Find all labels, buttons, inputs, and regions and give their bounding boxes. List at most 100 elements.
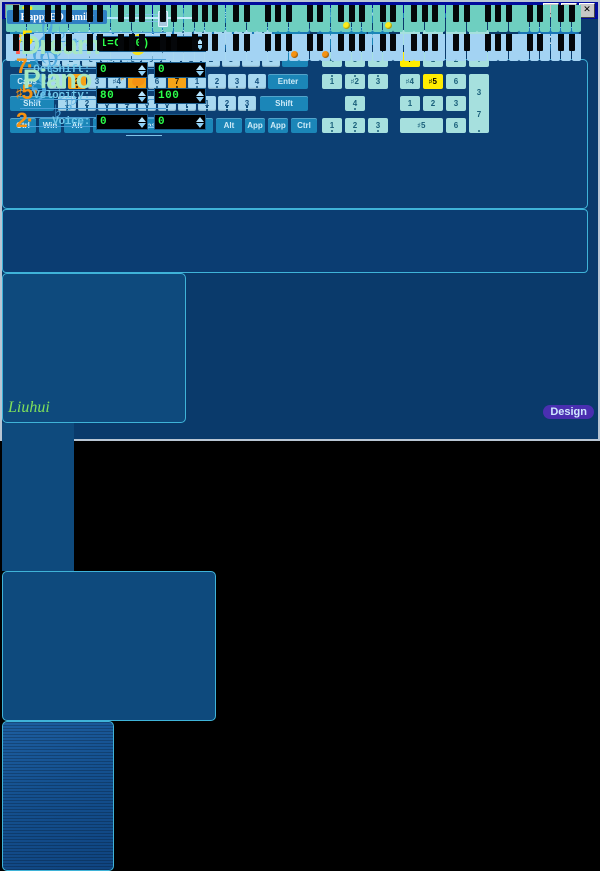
piano-black-key[interactable] xyxy=(233,5,240,22)
key-5[interactable]: ♯5 xyxy=(423,74,443,89)
piano-black-key[interactable] xyxy=(160,5,167,22)
piano-white-key[interactable] xyxy=(246,34,257,61)
piano-white-key[interactable] xyxy=(435,34,446,61)
piano-white-key[interactable] xyxy=(498,34,509,61)
piano-black-key[interactable] xyxy=(390,34,397,51)
piano-white-key[interactable] xyxy=(561,34,571,61)
piano-black-key[interactable] xyxy=(421,5,428,22)
key-6[interactable]: 6 xyxy=(446,74,466,89)
piano-black-key[interactable] xyxy=(160,34,167,51)
key-App[interactable]: App xyxy=(245,118,265,133)
piano-white-key[interactable] xyxy=(288,5,299,32)
piano-white-key[interactable] xyxy=(79,34,90,61)
piano-white-key[interactable] xyxy=(330,5,341,32)
piano-black-key[interactable] xyxy=(243,5,250,22)
piano-black-key[interactable] xyxy=(139,5,146,22)
key-Ctrl[interactable]: Ctrl xyxy=(291,118,317,133)
key-3[interactable]: 3 xyxy=(238,96,256,111)
octshift-right-stepper[interactable] xyxy=(196,64,204,76)
piano-white-key[interactable] xyxy=(519,34,530,61)
piano-white-key[interactable] xyxy=(26,34,37,61)
piano-white-key[interactable] xyxy=(383,5,393,32)
piano-white-key[interactable] xyxy=(393,34,404,61)
key-App[interactable]: App xyxy=(268,118,288,133)
key-4[interactable]: 4 xyxy=(345,96,365,111)
piano-black-key[interactable] xyxy=(348,5,355,22)
piano-black-key[interactable] xyxy=(201,34,208,51)
piano-white-key[interactable] xyxy=(267,5,278,32)
piano-white-key[interactable] xyxy=(477,5,488,32)
piano-black-key[interactable] xyxy=(505,5,512,22)
piano-white-key[interactable] xyxy=(403,5,414,32)
piano-white-key[interactable] xyxy=(299,5,310,32)
piano-white-key[interactable] xyxy=(372,34,383,61)
voice-right-stepper[interactable] xyxy=(196,116,204,128)
piano-white-key[interactable] xyxy=(6,34,16,61)
piano-black-key[interactable] xyxy=(306,34,313,51)
piano-black-key[interactable] xyxy=(23,34,30,51)
piano-black-key[interactable] xyxy=(139,34,146,51)
piano-white-key[interactable] xyxy=(236,5,247,32)
key-7[interactable]: 7 xyxy=(469,96,489,133)
piano-black-key[interactable] xyxy=(463,5,470,22)
piano-white-key[interactable] xyxy=(341,5,351,32)
voice-left-stepper[interactable] xyxy=(138,116,146,128)
piano-white-key[interactable] xyxy=(529,34,540,61)
piano-black-key[interactable] xyxy=(44,5,51,22)
key-2[interactable]: 2 xyxy=(218,96,236,111)
key-6[interactable]: 6 xyxy=(446,118,466,133)
piano-black-key[interactable] xyxy=(65,5,72,22)
velocity-right-stepper[interactable] xyxy=(196,90,204,102)
key-field[interactable]: 1=C (0) xyxy=(96,36,206,52)
key-Alt[interactable]: Alt xyxy=(64,118,90,133)
piano-black-key[interactable] xyxy=(380,34,387,51)
key-stepper[interactable] xyxy=(196,38,204,50)
piano-white-key[interactable] xyxy=(267,34,278,61)
piano-black-key[interactable] xyxy=(23,5,30,22)
piano-white-key[interactable] xyxy=(477,34,488,61)
piano-white-key[interactable] xyxy=(456,5,467,32)
piano-black-key[interactable] xyxy=(495,5,502,22)
piano-white-key[interactable] xyxy=(498,5,509,32)
piano-black-key[interactable] xyxy=(568,5,575,22)
piano-black-key[interactable] xyxy=(55,34,62,51)
piano-white-key[interactable] xyxy=(215,34,226,61)
key-1[interactable]: 1 xyxy=(322,74,342,89)
piano-black-key[interactable] xyxy=(432,5,439,22)
piano-white-key[interactable] xyxy=(16,34,27,61)
piano-black-key[interactable] xyxy=(484,5,491,22)
piano-white-key[interactable] xyxy=(299,34,310,61)
key-5[interactable]: ♯5 xyxy=(400,118,443,133)
piano-white-key[interactable] xyxy=(320,34,331,61)
key-2[interactable]: 2 xyxy=(208,74,226,89)
piano-white-key[interactable] xyxy=(362,5,372,32)
volume-slider[interactable] xyxy=(96,11,196,27)
piano-white-key[interactable] xyxy=(414,34,425,61)
piano-white-key[interactable] xyxy=(278,5,289,32)
piano-black-key[interactable] xyxy=(97,5,104,22)
piano-white-key[interactable] xyxy=(571,34,582,61)
piano-white-key[interactable] xyxy=(194,5,205,32)
key-3[interactable]: 3 xyxy=(228,74,246,89)
piano-black-key[interactable] xyxy=(359,5,366,22)
piano-black-key[interactable] xyxy=(285,34,292,51)
piano-white-key[interactable] xyxy=(487,34,498,61)
piano-black-key[interactable] xyxy=(86,5,93,22)
piano-white-key[interactable] xyxy=(204,34,215,61)
piano-white-key[interactable] xyxy=(487,5,498,32)
key-Shift[interactable]: Shift xyxy=(260,96,308,111)
key-Caps[interactable]: Caps xyxy=(10,74,44,89)
key-2[interactable]: 2 xyxy=(68,74,86,89)
piano-black-key[interactable] xyxy=(421,34,428,51)
octshift-left-stepper[interactable] xyxy=(138,64,146,76)
key-1[interactable]: 1 xyxy=(400,96,420,111)
piano-white-key[interactable] xyxy=(236,34,247,61)
piano-black-key[interactable] xyxy=(390,5,397,22)
piano-white-key[interactable] xyxy=(424,34,435,61)
piano-black-key[interactable] xyxy=(453,5,460,22)
piano-black-key[interactable] xyxy=(317,5,324,22)
key-Alt[interactable]: Alt xyxy=(216,118,242,133)
piano-black-key[interactable] xyxy=(484,34,491,51)
piano-white-key[interactable] xyxy=(215,5,226,32)
piano-white-key[interactable] xyxy=(519,5,530,32)
